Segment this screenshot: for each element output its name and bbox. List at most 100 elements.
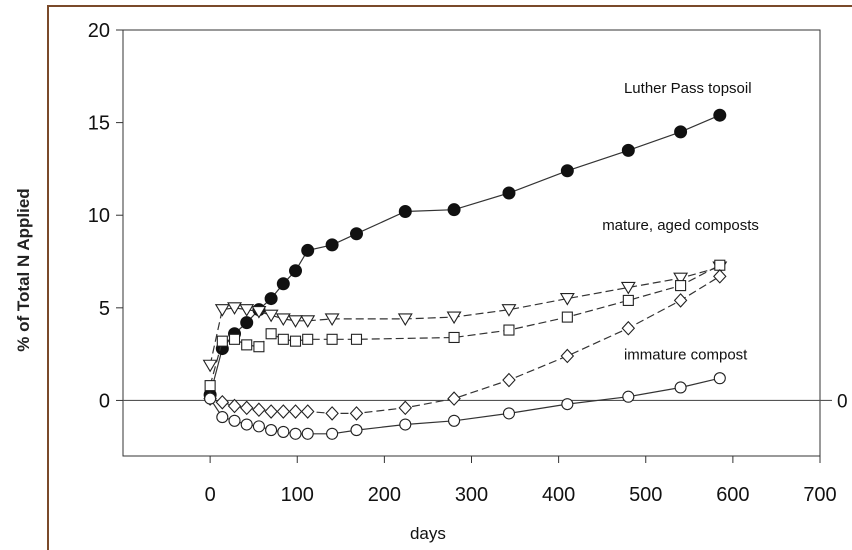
data-point-open-square: [622, 294, 634, 306]
data-point-filled-circle: [713, 108, 727, 122]
data-point-filled-circle: [621, 143, 635, 157]
data-point-open-diamond: [288, 404, 303, 419]
x-tick-label: 100: [281, 484, 314, 506]
data-point-open-circle: [713, 372, 726, 385]
data-point-open-square: [326, 333, 338, 345]
data-point-open-diamond: [264, 404, 278, 419]
y-tick-label: 20: [88, 20, 110, 42]
data-point-open-square: [448, 331, 460, 344]
data-point-open-circle: [204, 392, 217, 405]
figure-frame: [47, 5, 852, 550]
data-point-open-diamond: [325, 406, 339, 421]
data-point-open-triangle: [397, 313, 413, 327]
data-point-open-square: [675, 280, 687, 292]
data-point-open-triangle: [288, 315, 303, 328]
data-point-open-circle: [399, 418, 412, 431]
data-point-open-circle: [252, 420, 265, 433]
data-point-open-diamond: [502, 372, 516, 388]
y-tick-label: 15: [88, 113, 110, 135]
x-tick-label: 500: [629, 484, 662, 506]
data-point-open-triangle: [239, 304, 255, 317]
data-point-open-circle: [448, 414, 461, 427]
data-point-filled-circle: [289, 264, 303, 278]
annotation-label: Luther Pass topsoil: [624, 80, 752, 97]
x-tick-label: 300: [455, 484, 488, 506]
data-point-open-square: [241, 339, 253, 351]
data-point-open-triangle: [275, 313, 291, 327]
data-point-open-circle: [674, 381, 687, 394]
data-point-open-triangle: [620, 281, 636, 295]
data-point-open-triangle: [202, 359, 218, 373]
data-point-filled-circle: [560, 164, 574, 178]
series-line-open-diamond: [209, 275, 721, 414]
x-tick-label: 700: [803, 484, 836, 506]
data-point-filled-circle: [447, 203, 461, 217]
data-point-open-diamond: [215, 394, 230, 410]
x-tick-label: 200: [368, 484, 401, 506]
data-point-open-triangle: [501, 304, 517, 317]
data-point-filled-circle: [276, 277, 290, 291]
data-point-open-square: [216, 335, 228, 347]
x-tick-label: 0: [205, 484, 216, 506]
annotation-label: mature, aged composts: [602, 217, 759, 234]
data-point-open-circle: [622, 390, 635, 403]
data-point-open-square: [204, 380, 216, 392]
zero-line-label: 0: [837, 391, 848, 412]
data-point-open-circle: [289, 427, 302, 440]
x-tick-label: 400: [542, 484, 575, 506]
data-point-open-diamond: [300, 404, 315, 419]
data-point-open-diamond: [447, 391, 461, 406]
data-point-open-circle: [561, 398, 574, 411]
data-point-filled-circle: [398, 205, 412, 219]
data-point-open-circle: [228, 414, 241, 427]
data-point-open-diamond: [239, 400, 254, 416]
data-point-open-diamond: [227, 398, 242, 414]
data-point-filled-circle: [349, 227, 363, 241]
data-point-open-triangle: [214, 304, 230, 317]
data-point-filled-circle: [674, 125, 688, 139]
data-point-open-square: [350, 333, 363, 345]
data-point-open-square: [253, 341, 265, 353]
data-point-open-triangle: [324, 313, 340, 327]
data-point-open-triangle: [446, 311, 462, 325]
data-point-open-diamond: [713, 269, 727, 284]
data-point-open-circle: [350, 424, 363, 437]
data-point-open-diamond: [398, 400, 413, 416]
data-point-open-triangle: [300, 315, 316, 328]
data-point-open-circle: [240, 418, 253, 431]
data-point-open-triangle: [559, 293, 575, 306]
data-point-filled-circle: [264, 292, 278, 306]
data-point-open-square: [265, 328, 277, 340]
data-point-open-diamond: [621, 320, 636, 336]
data-point-open-square: [289, 335, 302, 347]
data-point-open-triangle: [251, 305, 267, 319]
y-tick-label: 0: [99, 390, 110, 412]
data-point-open-square: [228, 333, 241, 345]
series-line-open-circle: [209, 377, 720, 435]
data-point-filled-circle: [240, 316, 254, 330]
data-point-open-circle: [265, 424, 278, 437]
data-point-open-diamond: [252, 402, 266, 418]
data-point-open-circle: [216, 411, 229, 424]
annotation-label: immature compost: [624, 347, 748, 364]
data-point-filled-circle: [325, 238, 339, 252]
data-point-open-diamond: [673, 293, 688, 308]
y-tick-label: 5: [99, 298, 110, 320]
data-point-open-circle: [301, 427, 314, 440]
data-point-open-triangle: [227, 302, 242, 315]
data-point-open-square: [503, 324, 515, 336]
data-point-open-circle: [502, 407, 516, 420]
data-point-open-circle: [326, 427, 339, 440]
data-point-open-triangle: [673, 272, 689, 286]
data-point-open-square: [714, 259, 726, 271]
data-point-open-square: [561, 311, 573, 323]
data-point-open-triangle: [263, 309, 279, 323]
data-point-filled-circle: [301, 243, 315, 257]
x-tick-label: 600: [716, 484, 749, 506]
y-tick-label: 10: [88, 205, 110, 227]
x-axis-label: days: [410, 524, 446, 543]
data-point-open-diamond: [349, 406, 364, 421]
data-point-open-diamond: [560, 348, 575, 364]
